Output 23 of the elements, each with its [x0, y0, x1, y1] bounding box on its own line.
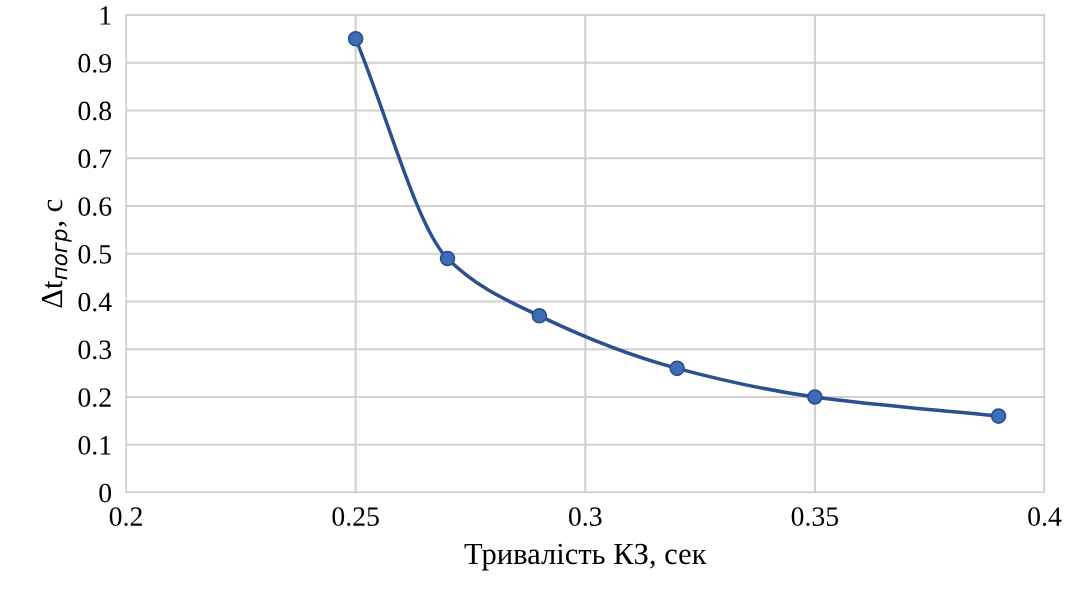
y-tick-label: 0.3 [78, 340, 112, 360]
point [990, 408, 1007, 424]
point [439, 250, 456, 267]
y-tick-label: 0.2 [78, 388, 111, 408]
y-tick-label: 0.4 [78, 292, 112, 312]
x-tick-label: 0.4 [1028, 507, 1062, 527]
y-tick-label: 0 [99, 483, 112, 503]
point [807, 389, 823, 405]
y-tick-label: 0.1 [78, 435, 111, 455]
point [669, 360, 685, 377]
y-tick-label: 0.5 [78, 244, 112, 264]
point [531, 308, 548, 324]
y-axis-title: Δt$_{погр}$, с [41, 199, 72, 308]
y-tick-label: 0.6 [78, 197, 112, 216]
x-axis-title: Тривалість КЗ, сек [464, 543, 707, 571]
y-tick-label: 1 [100, 6, 111, 25]
x-tick-label: 0.35 [791, 507, 839, 527]
y-tick-label: 0.7 [78, 149, 112, 169]
x-tick-label: 0.3 [568, 507, 602, 527]
y-tick-label: 0.8 [78, 101, 112, 121]
y-tick-label: 0.9 [78, 53, 111, 73]
point [347, 31, 364, 47]
x-tick-label: 0.25 [332, 507, 379, 527]
